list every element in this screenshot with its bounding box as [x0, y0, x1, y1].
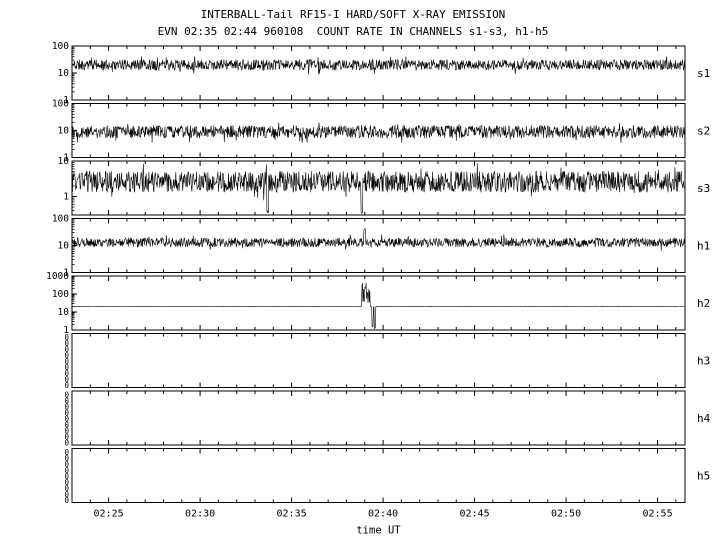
- y-tick-label-zero: 0: [64, 333, 69, 342]
- panel-frame: [71, 448, 686, 503]
- y-tick-label-zero: 0: [64, 345, 69, 354]
- data-trace-s2: [71, 122, 685, 144]
- y-tick-label-zero: 0: [64, 391, 69, 400]
- y-tick-label-zero: 0: [64, 375, 69, 384]
- panel-frame: [71, 390, 686, 446]
- channel-label-s1: s1: [697, 67, 710, 80]
- y-tick-label-zero: 0: [64, 460, 69, 469]
- y-tick-label-zero: 0: [64, 357, 69, 366]
- panel-frame: [71, 45, 686, 101]
- channel-label-h1: h1: [697, 240, 710, 253]
- x-tick-label: 02:40: [368, 509, 398, 520]
- data-trace-s1: [71, 56, 685, 75]
- y-tick-label-zero: 0: [64, 454, 69, 463]
- channel-label-h5: h5: [697, 470, 710, 483]
- y-tick-label-zero: 0: [64, 363, 69, 372]
- y-tick-label: 1: [63, 153, 69, 164]
- y-tick-label: 10: [58, 241, 70, 252]
- x-axis-title: time UT: [356, 525, 401, 537]
- y-tick-label: 1: [63, 325, 69, 336]
- y-tick-label-zero: 0: [64, 478, 69, 487]
- y-tick-label: 1: [63, 95, 69, 106]
- panel-h2: 1000 100 10 1 h2: [46, 271, 710, 336]
- y-tick-label: 10: [58, 68, 70, 79]
- y-tick-label-zero: 0: [64, 472, 69, 481]
- y-tick-label-zero: 0: [64, 339, 69, 348]
- x-axis: 02:25 02:30 02:35 02:40 02:45 02:50 02:55 time …: [94, 509, 673, 537]
- y-tick-label: 1: [63, 191, 69, 202]
- y-tick-label-zero: 0: [64, 397, 69, 406]
- panel-frame: [71, 160, 686, 216]
- data-trace-h2: [72, 282, 685, 330]
- chart-title: INTERBALL-Tail RF15-I HARD/SOFT X-RAY EM…: [200, 8, 506, 21]
- y-tick-label-zero: 0: [64, 409, 69, 418]
- y-tick-label-zero: 0: [64, 415, 69, 424]
- x-tick-label: 02:35: [277, 509, 307, 520]
- x-tick-label: 02:45: [460, 509, 490, 520]
- y-tick-label-zero: 0: [64, 351, 69, 360]
- channel-label-s2: s2: [697, 125, 710, 138]
- x-tick-label: 02:30: [185, 509, 215, 520]
- panel-frame: [71, 275, 686, 331]
- chart-subtitle: EVN 02:35 02:44 960108 COUNT RATE IN CHA…: [157, 25, 549, 38]
- y-tick-label: 100: [52, 99, 69, 110]
- y-tick-label: 100: [52, 289, 69, 300]
- channel-label-h3: h3: [697, 355, 710, 368]
- x-tick-label: 02:55: [642, 509, 672, 520]
- panel-h1: 100 10 1 h1: [52, 214, 710, 279]
- y-tick-label-zero: 0: [64, 496, 69, 505]
- y-tick-label-zero: 0: [64, 448, 69, 457]
- y-tick-label: 10: [58, 156, 70, 167]
- y-tick-label-zero: 0: [64, 427, 69, 436]
- channel-label-h2: h2: [697, 297, 710, 310]
- data-trace-s3: [71, 163, 685, 214]
- channel-label-h4: h4: [697, 412, 711, 425]
- y-tick-label: 10: [58, 307, 70, 318]
- y-tick-label-zero: 0: [64, 466, 69, 475]
- y-tick-label: 1: [63, 268, 69, 279]
- channel-label-s3: s3: [697, 182, 710, 195]
- data-trace-h1: [71, 228, 685, 251]
- panel-frame: [71, 333, 686, 388]
- y-tick-label-zero: 0: [64, 369, 69, 378]
- y-tick-label-zero: 0: [64, 403, 69, 412]
- y-tick-label-zero: 0: [64, 439, 69, 448]
- y-tick-label: 1000: [46, 271, 69, 282]
- y-tick-label: 100: [52, 41, 69, 52]
- y-tick-label: 10: [58, 126, 70, 137]
- x-tick-label: 02:25: [94, 509, 124, 520]
- y-tick-label-zero: 0: [64, 433, 69, 442]
- y-tick-label-zero: 0: [64, 421, 69, 430]
- y-tick-label-zero: 0: [64, 381, 69, 390]
- y-tick-label-zero: 0: [64, 484, 69, 493]
- y-tick-label: 100: [52, 214, 69, 225]
- y-tick-label-zero: 0: [64, 490, 69, 499]
- panel-s1: 100 10 1 s1: [52, 41, 710, 106]
- x-tick-label: 02:50: [551, 509, 581, 520]
